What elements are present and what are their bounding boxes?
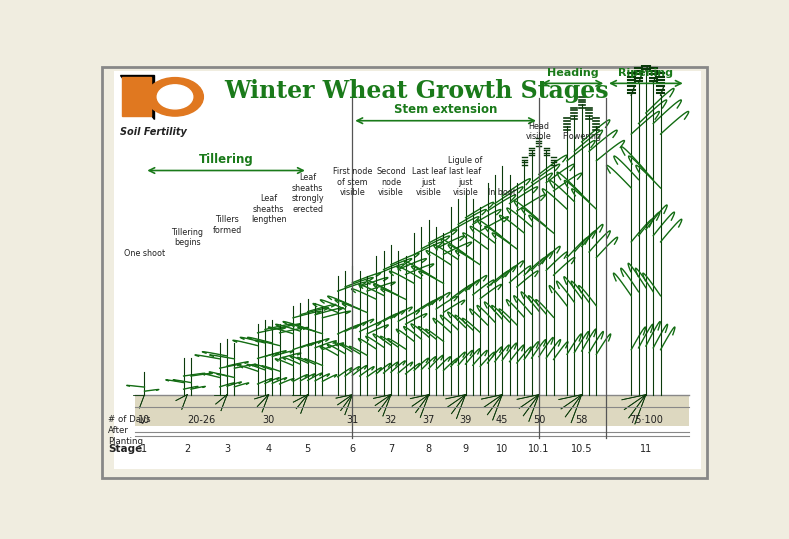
Polygon shape <box>122 77 151 116</box>
Text: 20-26: 20-26 <box>187 416 215 425</box>
Text: 32: 32 <box>385 416 397 425</box>
Text: 9: 9 <box>462 444 469 454</box>
Text: 30: 30 <box>263 416 275 425</box>
FancyBboxPatch shape <box>136 395 689 426</box>
Text: Stem extension: Stem extension <box>394 103 497 116</box>
Text: 10.5: 10.5 <box>571 444 593 454</box>
Text: Heading: Heading <box>547 68 598 78</box>
Text: 39: 39 <box>459 416 472 425</box>
Text: 10.1: 10.1 <box>528 444 550 454</box>
Text: 31: 31 <box>346 416 358 425</box>
Text: In boot: In boot <box>488 189 516 197</box>
Text: STATE
UNIV.: STATE UNIV. <box>166 91 183 101</box>
Text: Second
node
visible: Second node visible <box>376 167 406 197</box>
Text: One shoot: One shoot <box>124 248 165 258</box>
Text: 3: 3 <box>224 444 230 454</box>
Text: 58: 58 <box>575 416 588 425</box>
Text: Winter Wheat Growth Stages: Winter Wheat Growth Stages <box>224 79 609 103</box>
Text: 2: 2 <box>184 444 190 454</box>
Text: 45: 45 <box>496 416 508 425</box>
Text: 6: 6 <box>350 444 356 454</box>
Text: 75·100: 75·100 <box>629 416 663 425</box>
Text: 1: 1 <box>141 444 148 454</box>
Text: Flowering: Flowering <box>563 133 601 141</box>
FancyBboxPatch shape <box>102 67 707 478</box>
Text: # of Days
After
Planting: # of Days After Planting <box>108 416 151 446</box>
Text: 8: 8 <box>426 444 432 454</box>
Text: Ligule of
last leaf
just
visible: Ligule of last leaf just visible <box>448 156 483 197</box>
Text: Leaf
sheaths
strongly
erected: Leaf sheaths strongly erected <box>291 173 324 214</box>
Text: 4: 4 <box>266 444 271 454</box>
Text: First node
of stem
visible: First node of stem visible <box>333 167 372 197</box>
Circle shape <box>157 85 193 109</box>
Text: Ripening: Ripening <box>619 68 673 78</box>
Text: Soil Fertility: Soil Fertility <box>120 127 187 137</box>
Text: Tillering
begins: Tillering begins <box>171 227 204 247</box>
Polygon shape <box>120 75 154 119</box>
Text: 10: 10 <box>138 416 151 425</box>
Circle shape <box>147 78 204 116</box>
Text: Leaf
sheaths
lengthen: Leaf sheaths lengthen <box>251 194 286 224</box>
Text: Tillering: Tillering <box>199 153 253 165</box>
FancyBboxPatch shape <box>114 71 701 469</box>
Text: 5: 5 <box>305 444 311 454</box>
Text: 50: 50 <box>533 416 545 425</box>
Text: 10: 10 <box>496 444 508 454</box>
Text: 37: 37 <box>423 416 435 425</box>
Text: Head
visible: Head visible <box>526 122 552 141</box>
Text: 11: 11 <box>640 444 652 454</box>
Text: 7: 7 <box>387 444 394 454</box>
Text: Last leaf
just
visible: Last leaf just visible <box>412 167 446 197</box>
Text: Tillers
formed: Tillers formed <box>212 215 241 235</box>
Text: Stage: Stage <box>108 444 142 454</box>
